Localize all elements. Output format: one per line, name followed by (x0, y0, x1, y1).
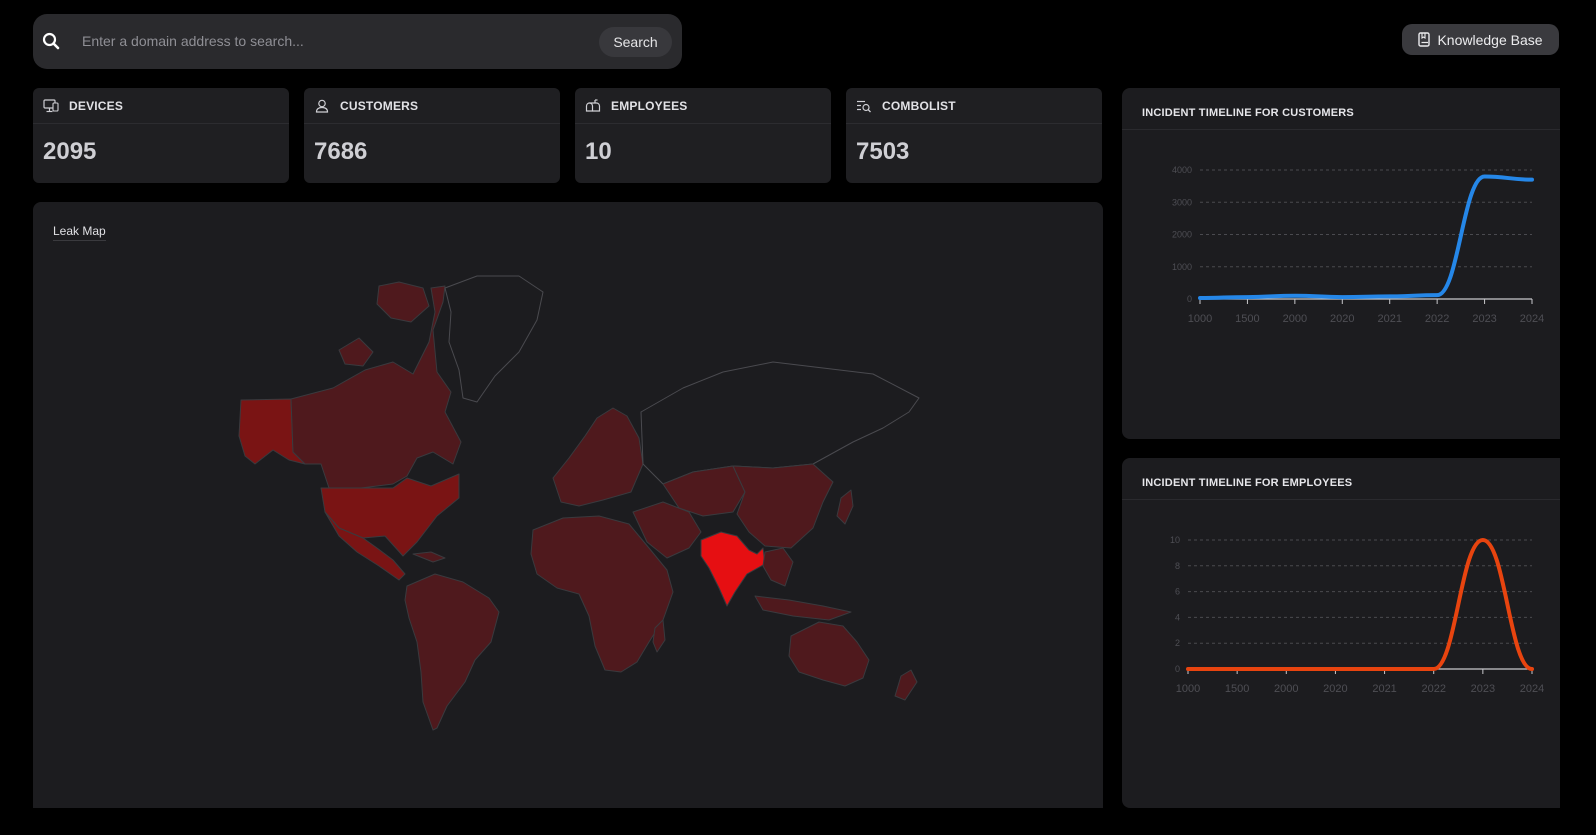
stat-value-combolist: 7503 (856, 138, 910, 165)
map-region-australia[interactable] (788, 621, 870, 687)
employees-chart-x-tick-label: 2020 (1323, 683, 1347, 695)
map-region-madagascar[interactable] (652, 619, 666, 653)
stat-card-combolist: COMBOLIST 7503 (846, 88, 1102, 183)
customers-chart-x-tick-label: 1500 (1235, 313, 1259, 325)
user-icon (315, 99, 329, 113)
customers-chart-y-tick-label: 4000 (1172, 165, 1192, 175)
map-region-central-asia[interactable] (662, 465, 746, 517)
stat-value-customers: 7686 (314, 138, 368, 165)
employees-chart-y-tick-label: 4 (1175, 612, 1180, 622)
map-title: Leak Map (53, 224, 106, 241)
map-region-caribbean[interactable] (412, 551, 446, 563)
map-region-canada[interactable] (290, 285, 462, 489)
search-icon (42, 32, 60, 50)
customers-chart: 0 1000 2000 3000 4000 1000 1500 2000 2020 2021 202… (1172, 165, 1544, 325)
knowledge-base-button[interactable]: Knowledge Base (1402, 24, 1559, 55)
customers-chart-x-tick-label: 1000 (1188, 313, 1212, 325)
employees-chart-x-tick-label: 2000 (1274, 683, 1298, 695)
map-region-africa[interactable] (530, 515, 674, 673)
monitor-icon (43, 98, 59, 112)
map-region-china[interactable] (732, 463, 834, 549)
customers-chart-x-tick-label: 2021 (1377, 313, 1401, 325)
employees-chart-x-tick-label: 1500 (1225, 683, 1249, 695)
customers-chart-title: INCIDENT TIMELINE FOR CUSTOMERS (1142, 107, 1354, 119)
map-region-arctic-islands[interactable] (376, 281, 430, 323)
customers-chart-x-tick-label: 2023 (1472, 313, 1496, 325)
book-icon (1418, 32, 1431, 47)
customers-chart-divider (1122, 129, 1560, 130)
employees-chart-x-tick-label: 2023 (1471, 683, 1495, 695)
stat-card-devices: DEVICES 2095 (33, 88, 289, 183)
stat-value-employees: 10 (585, 138, 612, 165)
mailbox-icon (585, 98, 601, 112)
search-input[interactable] (82, 26, 582, 56)
map-region-indonesia[interactable] (754, 595, 852, 621)
world-map (238, 275, 920, 731)
employees-chart-y-tick-label: 6 (1175, 587, 1180, 597)
employees-chart: 0 2 4 6 8 10 1000 1500 2000 2020 2021 2022 2023 2024 (1170, 535, 1544, 695)
stat-card-employees: EMPLOYEES 10 (575, 88, 831, 183)
customers-chart-y-tick-label: 0 (1187, 294, 1192, 304)
map-region-japan[interactable] (836, 489, 854, 525)
knowledge-base-label: Knowledge Base (1437, 31, 1543, 48)
employees-chart-y-tick-label: 2 (1175, 638, 1180, 648)
stat-label-customers: CUSTOMERS (340, 98, 419, 113)
map-region-baffin-island[interactable] (338, 337, 374, 367)
stat-label-devices: DEVICES (69, 98, 124, 113)
customers-chart-x-tick-label: 2022 (1425, 313, 1449, 325)
map-region-new-zealand[interactable] (894, 669, 918, 701)
customers-chart-y-tick-label: 1000 (1172, 262, 1192, 272)
customers-chart-x-tick-label: 2024 (1520, 313, 1544, 325)
employees-chart-x-tick-label: 1000 (1176, 683, 1200, 695)
employees-chart-title: INCIDENT TIMELINE FOR EMPLOYEES (1142, 477, 1353, 489)
map-region-mexico[interactable] (324, 511, 406, 581)
customers-chart-x-tick-label: 2020 (1330, 313, 1354, 325)
list-search-icon (857, 100, 871, 112)
customers-chart-y-tick-label: 3000 (1172, 197, 1192, 207)
leak-map-panel: Leak Map (33, 202, 1103, 808)
map-region-middle-east[interactable] (632, 501, 702, 559)
employees-chart-x-tick-label: 2024 (1520, 683, 1544, 695)
employees-chart-x-tick-label: 2022 (1421, 683, 1445, 695)
stat-card-customers: CUSTOMERS 7686 (304, 88, 560, 183)
search-button[interactable]: Search (599, 27, 672, 57)
customers-chart-y-tick-label: 2000 (1172, 230, 1192, 240)
customers-chart-series-line[interactable] (1198, 174, 1534, 301)
employees-chart-x-tick-label: 2021 (1372, 683, 1396, 695)
map-region-russia[interactable] (640, 361, 920, 485)
employees-chart-y-tick-label: 8 (1175, 561, 1180, 571)
customers-chart-x-tick-label: 2000 (1283, 313, 1307, 325)
map-region-india[interactable] (700, 531, 766, 607)
employees-chart-series-line[interactable] (1186, 538, 1534, 671)
map-region-southeast-asia[interactable] (762, 547, 794, 587)
stat-label-employees: EMPLOYEES (611, 98, 688, 113)
customers-chart-panel: INCIDENT TIMELINE FOR CUSTOMERS 0 1000 200… (1122, 88, 1560, 439)
employees-chart-panel: INCIDENT TIMELINE FOR EMPLOYEES 0 2 4 6 8 10 1… (1122, 458, 1560, 808)
map-region-europe[interactable] (552, 407, 644, 507)
employees-chart-y-tick-label: 0 (1175, 664, 1180, 674)
stat-label-combolist: COMBOLIST (882, 98, 956, 113)
employees-chart-divider (1122, 499, 1560, 500)
map-region-greenland[interactable] (444, 275, 544, 403)
employees-chart-y-tick-label: 10 (1170, 535, 1180, 545)
map-region-south-america[interactable] (404, 573, 500, 731)
stat-value-devices: 2095 (43, 138, 97, 165)
